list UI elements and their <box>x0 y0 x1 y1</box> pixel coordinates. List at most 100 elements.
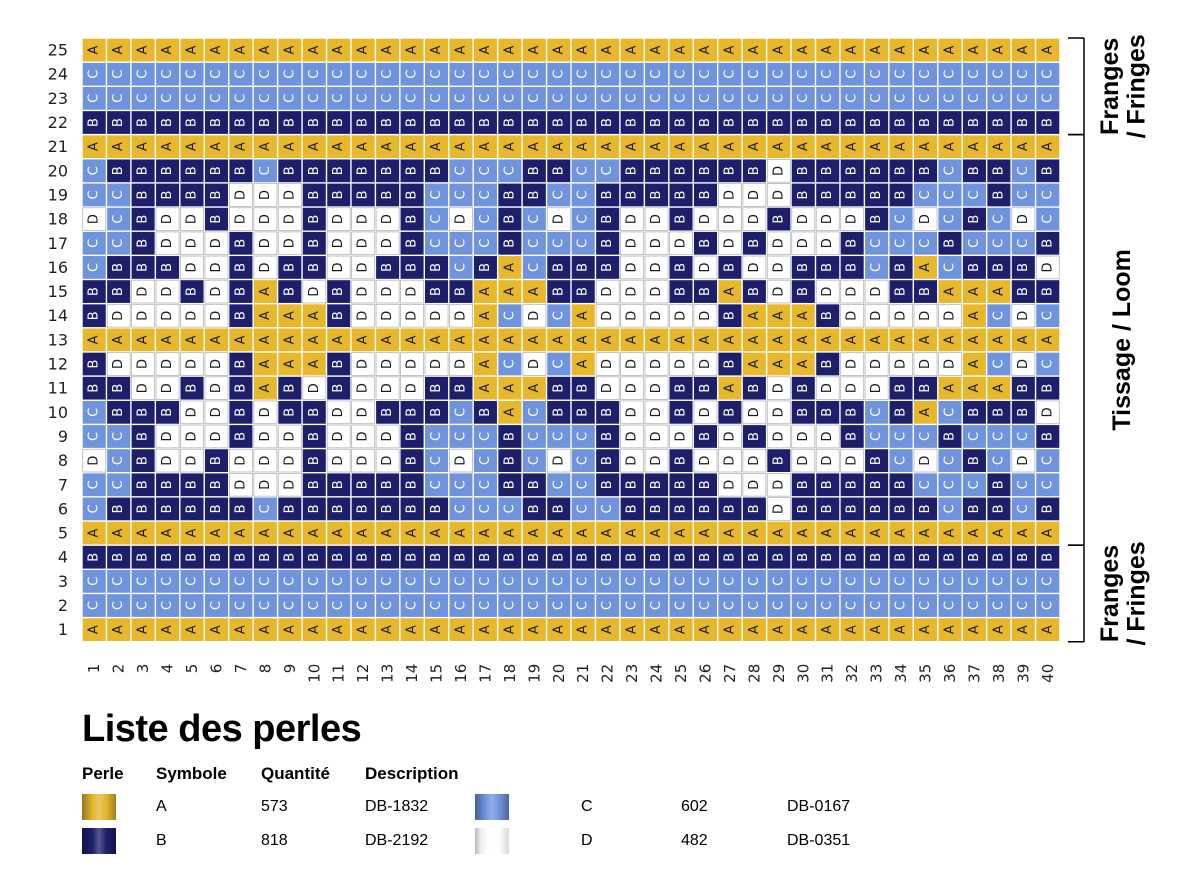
bead-rect <box>938 303 962 328</box>
bead-cell: C <box>253 497 277 521</box>
bead-symbol: A <box>405 142 420 151</box>
bead-symbol: B <box>307 432 322 441</box>
bead-symbol: D <box>625 407 640 417</box>
bead-cell: B <box>889 183 913 207</box>
bead-rect <box>204 87 228 110</box>
bead-cell: A <box>742 38 766 62</box>
bead-symbol: C <box>551 601 566 610</box>
bead-cell: A <box>449 135 473 159</box>
bead-rect <box>1011 303 1036 328</box>
bead-symbol: B <box>600 191 615 200</box>
bead-symbol: A <box>185 529 200 538</box>
bead-rect <box>767 304 791 328</box>
bead-symbol: B <box>356 504 371 513</box>
bead-symbol: D <box>160 238 175 248</box>
bead-symbol: C <box>1040 456 1055 465</box>
bead-cell: C <box>522 207 546 231</box>
bead-cell: B <box>547 545 571 569</box>
bead-symbol: D <box>282 214 297 224</box>
bead-symbol: C <box>160 601 175 610</box>
bead-symbol: B <box>747 166 762 175</box>
bead-cell: C <box>522 425 546 448</box>
bead-symbol: D <box>771 431 786 441</box>
bead-rect <box>865 521 889 545</box>
bead-rect <box>816 111 840 134</box>
row-label: 22 <box>48 113 68 132</box>
bead-cell: D <box>351 448 376 473</box>
bead-symbol: D <box>209 359 224 369</box>
bead-rect <box>82 400 106 424</box>
bead-cell: A <box>987 328 1011 352</box>
bead-symbol: C <box>160 94 175 103</box>
bead-rect <box>938 352 962 376</box>
bead-cell: B <box>351 497 375 521</box>
bead-cell: A <box>400 38 424 62</box>
bead-rect <box>449 352 473 376</box>
bead-rect <box>816 400 840 424</box>
bead-rect <box>644 231 669 256</box>
bead-rect <box>449 594 473 617</box>
bead-symbol: B <box>356 553 371 562</box>
bead-rect <box>473 425 497 448</box>
bead-rect <box>718 304 742 328</box>
bead-symbol: A <box>307 142 322 151</box>
bead-rect <box>522 159 546 183</box>
bead-cell: C <box>449 256 473 279</box>
bead-symbol: C <box>600 577 615 586</box>
bead-symbol: B <box>674 118 689 127</box>
bead-symbol: A <box>331 335 346 344</box>
bead-symbol: C <box>1040 480 1055 489</box>
bead-cell: B <box>596 473 620 497</box>
bead-symbol: D <box>185 359 200 369</box>
bead-symbol: B <box>111 384 126 393</box>
bead-symbol: C <box>160 577 175 586</box>
bead-rect <box>302 207 326 231</box>
bead-cell: C <box>180 87 204 110</box>
bead-cell: B <box>131 545 155 569</box>
bead-symbol: B <box>942 432 957 441</box>
bead-symbol: A <box>258 335 273 344</box>
bead-symbol: B <box>674 287 689 296</box>
bead-cell: C <box>425 594 449 617</box>
bead-symbol: B <box>307 191 322 200</box>
bead-symbol: D <box>942 311 957 321</box>
bead-cell: C <box>107 570 131 593</box>
bead-rect <box>180 521 204 545</box>
bead-cell: D <box>718 231 742 256</box>
bead-cell: A <box>571 38 595 62</box>
bead-cell: C <box>571 159 595 183</box>
bead-rect <box>644 207 669 231</box>
bead-rect <box>938 545 962 569</box>
bead-symbol: B <box>747 384 762 393</box>
bead-rect <box>180 545 204 569</box>
bead-symbol: C <box>233 94 248 103</box>
bead-rect <box>253 618 277 642</box>
bead-symbol: B <box>820 480 835 489</box>
bead-rect <box>449 473 473 497</box>
bead-symbol: B <box>405 553 420 562</box>
section-label: Franges/ Fringes <box>1096 34 1150 138</box>
bead-symbol: B <box>698 504 713 513</box>
bead-symbol: D <box>674 431 689 441</box>
bead-cell: A <box>278 328 302 352</box>
bead-symbol: C <box>307 94 322 103</box>
bead-symbol: A <box>502 625 517 634</box>
bead-symbol: B <box>698 384 713 393</box>
bead-cell: A <box>498 618 522 642</box>
bead-rect <box>962 231 986 255</box>
bead-rect <box>229 38 253 62</box>
bead-symbol: C <box>918 70 933 79</box>
bead-cell: D <box>155 424 180 449</box>
bead-cell: A <box>449 521 473 545</box>
bead-symbol: C <box>282 94 297 103</box>
bead-symbol: B <box>722 360 737 369</box>
bead-cell: C <box>425 473 449 497</box>
bead-cell: D <box>131 279 156 304</box>
bead-symbol: A <box>551 625 566 634</box>
bead-symbol: C <box>747 94 762 103</box>
bead-rect <box>1036 207 1060 231</box>
bead-rect <box>816 352 840 376</box>
bead-rect <box>938 400 962 424</box>
bead-symbol: B <box>845 263 860 272</box>
